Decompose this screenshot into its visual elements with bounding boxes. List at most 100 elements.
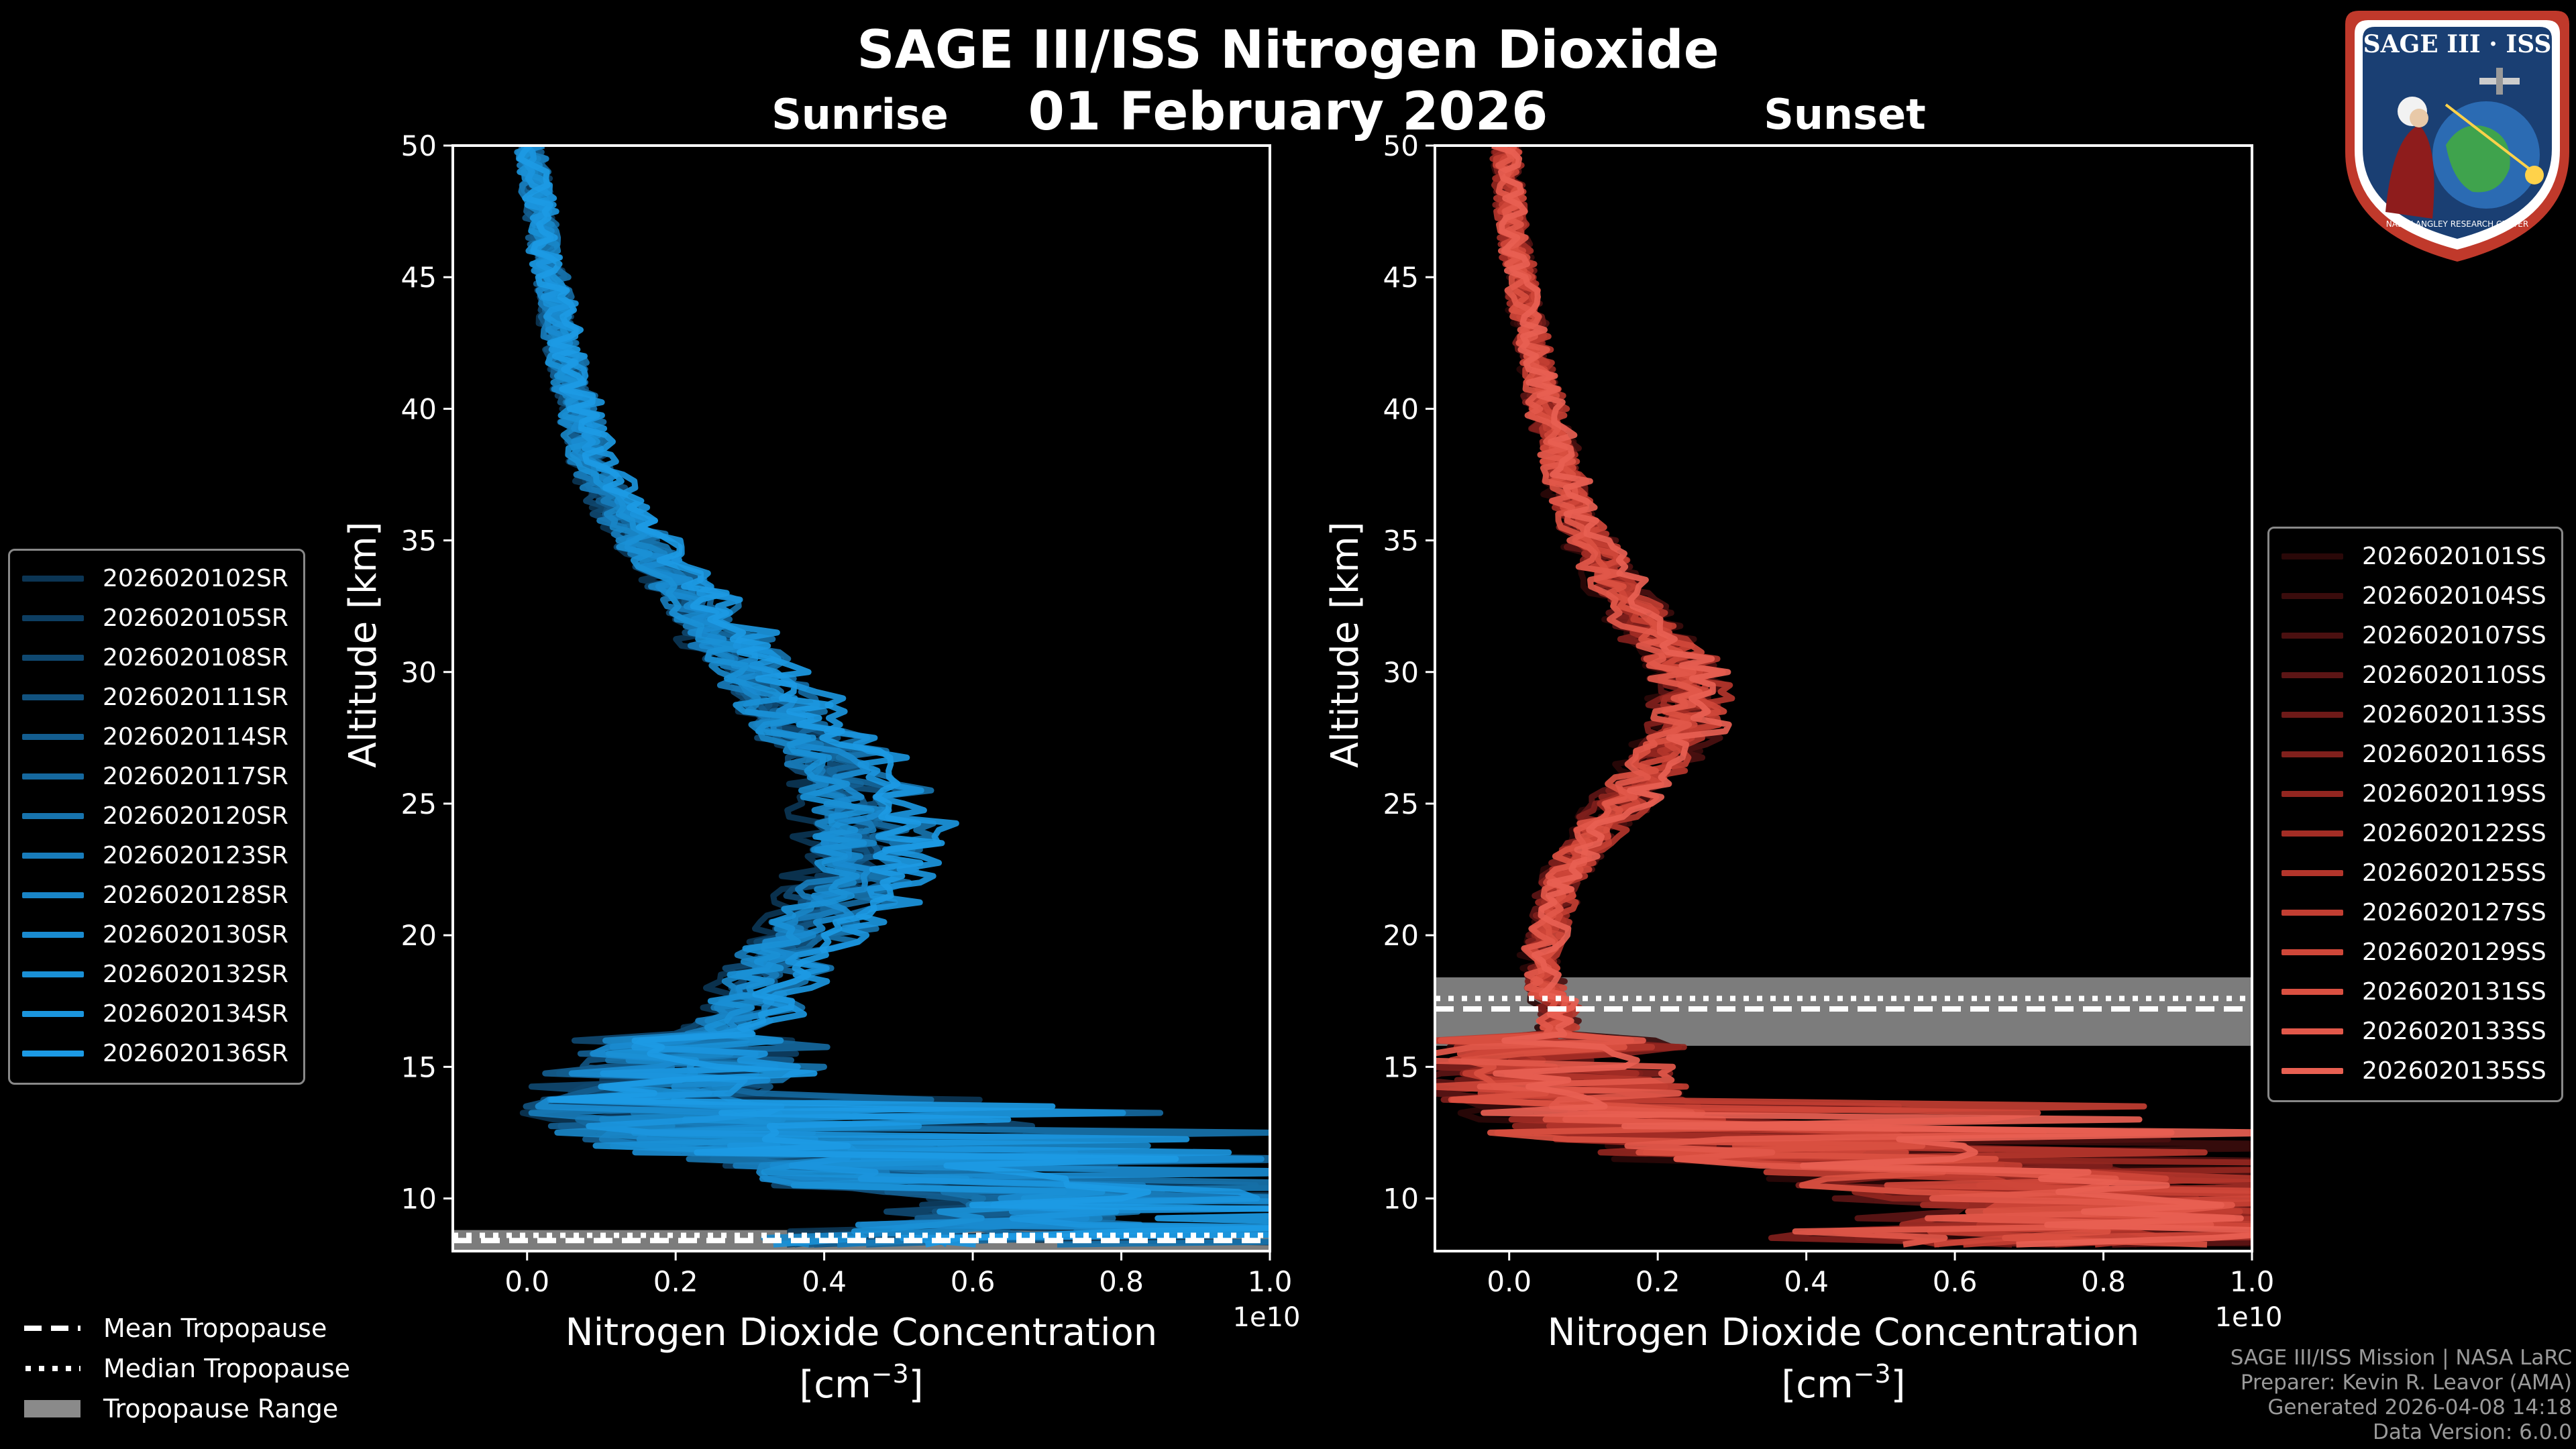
legend-label: 2026020135SS	[2362, 1057, 2546, 1085]
legend-swatch	[2282, 712, 2343, 718]
legend-label: 2026020116SS	[2362, 741, 2546, 768]
sunrise-panel: 0.0 0.2 0.4 0.6 0.8 1.0 10 15 20 25 30 35 40 45 50 1e10…	[341, 129, 1301, 1407]
legend-label: 2026020128SR	[103, 881, 288, 909]
legend-label: 2026020133SS	[2362, 1018, 2546, 1045]
sunset-panel-title: Sunset	[1764, 90, 1926, 139]
legend-label: 2026020130SR	[103, 921, 288, 949]
sunrise-profiles	[514, 146, 1270, 1248]
x-tick-label: 0.8	[2081, 1265, 2126, 1298]
legend-entry: 2026020105SR	[22, 598, 288, 638]
legend-label: 2026020104SS	[2362, 582, 2546, 610]
sunrise-legend: 2026020102SR 2026020105SR 2026020108SR 2026…	[8, 549, 305, 1085]
legend-label: 2026020119SS	[2362, 780, 2546, 808]
sage-iii-iss-mission-patch-logo: SAGE III · ISS NASA LANGLEY RESEARCH CEN…	[2345, 11, 2569, 262]
y-tick-label: 40	[401, 392, 437, 425]
y-tick-label: 15	[401, 1051, 437, 1083]
legend-swatch	[2282, 949, 2343, 955]
legend-swatch	[2282, 910, 2343, 916]
y-tick-label: 25	[1383, 788, 1419, 820]
x-axis-units-close: ]	[1891, 1363, 1906, 1407]
legend-tropopause-range: Tropopause Range	[24, 1389, 350, 1429]
y-tick-label: 20	[401, 919, 437, 952]
x-tick-label: 0.6	[951, 1265, 996, 1298]
legend-entry: 2026020116SS	[2282, 735, 2546, 774]
legend-label: 2026020120SR	[103, 802, 288, 830]
legend-swatch	[2282, 593, 2343, 599]
legend-label: 2026020134SR	[103, 1000, 288, 1028]
x-tick-label: 0.8	[1099, 1265, 1144, 1298]
y-tick-label: 30	[1383, 656, 1419, 689]
legend-label: 2026020102SR	[103, 565, 288, 592]
sunset-profiles	[1435, 146, 2252, 1248]
legend-swatch	[22, 655, 84, 661]
legend-swatch	[2282, 870, 2343, 876]
legend-swatch	[2282, 553, 2343, 559]
legend-entry: 2026020108SR	[22, 638, 288, 678]
x-axis-label: Nitrogen Dioxide Concentration	[1548, 1311, 2140, 1354]
legend-swatch	[2282, 989, 2343, 995]
legend-entry: 2026020136SR	[22, 1034, 288, 1073]
legend-swatch	[2282, 1068, 2343, 1074]
footer-line: Preparer: Kevin R. Leavor (AMA)	[2240, 1371, 2572, 1395]
legend-swatch	[22, 853, 84, 859]
legend-entry: 2026020127SS	[2282, 893, 2546, 932]
legend-swatch	[22, 1051, 84, 1057]
legend-entry: 2026020120SR	[22, 796, 288, 836]
legend-label: 2026020123SR	[103, 842, 288, 869]
legend-entry: 2026020104SS	[2282, 576, 2546, 616]
legend-swatch	[22, 734, 84, 740]
legend-entry: 2026020119SS	[2282, 774, 2546, 814]
x-axis-label: Nitrogen Dioxide Concentration	[566, 1311, 1158, 1354]
x-axis-units: [cm−3]	[799, 1359, 923, 1407]
logo-text: SAGE III · ISS	[2363, 30, 2552, 58]
x-axis-units-base: [cm	[799, 1363, 871, 1407]
legend-label: 2026020105SR	[103, 604, 288, 632]
legend-swatch	[22, 1011, 84, 1017]
y-tick-label: 35	[1383, 525, 1419, 557]
legend-label: 2026020127SS	[2362, 899, 2546, 926]
y-tick-label: 20	[1383, 919, 1419, 952]
legend-swatch	[22, 615, 84, 621]
legend-label: 2026020117SR	[103, 763, 288, 790]
legend-label: 2026020122SS	[2362, 820, 2546, 847]
legend-swatch	[22, 932, 84, 938]
legend-label: 2026020129SS	[2362, 938, 2546, 966]
legend-entry: 2026020122SS	[2282, 814, 2546, 853]
legend-entry: 2026020107SS	[2282, 616, 2546, 655]
x-tick-label: 0.4	[802, 1265, 847, 1298]
legend-label: Mean Tropopause	[103, 1313, 327, 1343]
x-multiplier-label: 1e10	[2215, 1302, 2283, 1333]
profile-line-2026020133SS	[1435, 146, 2235, 1248]
legend-swatch	[2282, 672, 2343, 678]
x-tick-label: 1.0	[2230, 1265, 2275, 1298]
legend-swatch	[22, 576, 84, 582]
legend-label: 2026020131SS	[2362, 978, 2546, 1006]
legend-entry: 2026020101SS	[2282, 537, 2546, 576]
legend-entry: 2026020134SR	[22, 994, 288, 1034]
y-axis-label: Altitude [km]	[1324, 521, 1367, 767]
legend-label: 2026020110SS	[2362, 661, 2546, 689]
legend-entry: 2026020111SR	[22, 678, 288, 717]
x-tick-label: 0.2	[653, 1265, 698, 1298]
y-tick-label: 50	[401, 129, 437, 162]
y-tick-label: 25	[401, 788, 437, 820]
y-tick-label: 50	[1383, 129, 1419, 162]
legend-swatch	[22, 971, 84, 977]
legend-swatch	[22, 813, 84, 819]
legend-swatch	[22, 773, 84, 780]
x-tick-label: 0.0	[1487, 1265, 1532, 1298]
legend-entry: 2026020123SR	[22, 836, 288, 875]
x-tick-label: 1.0	[1248, 1265, 1293, 1298]
legend-swatch	[2282, 633, 2343, 639]
legend-entry: 2026020130SR	[22, 915, 288, 955]
legend-entry: 2026020129SS	[2282, 932, 2546, 972]
x-multiplier-label: 1e10	[1233, 1302, 1301, 1333]
footer-line: Generated 2026-04-08 14:18	[2267, 1395, 2572, 1419]
legend-label: 2026020111SR	[103, 684, 288, 711]
y-tick-label: 45	[401, 261, 437, 294]
legend-label: 2026020132SR	[103, 961, 288, 988]
legend-entry: 2026020114SR	[22, 717, 288, 757]
legend-label: 2026020108SR	[103, 644, 288, 672]
x-axis-units-base: [cm	[1781, 1363, 1853, 1407]
